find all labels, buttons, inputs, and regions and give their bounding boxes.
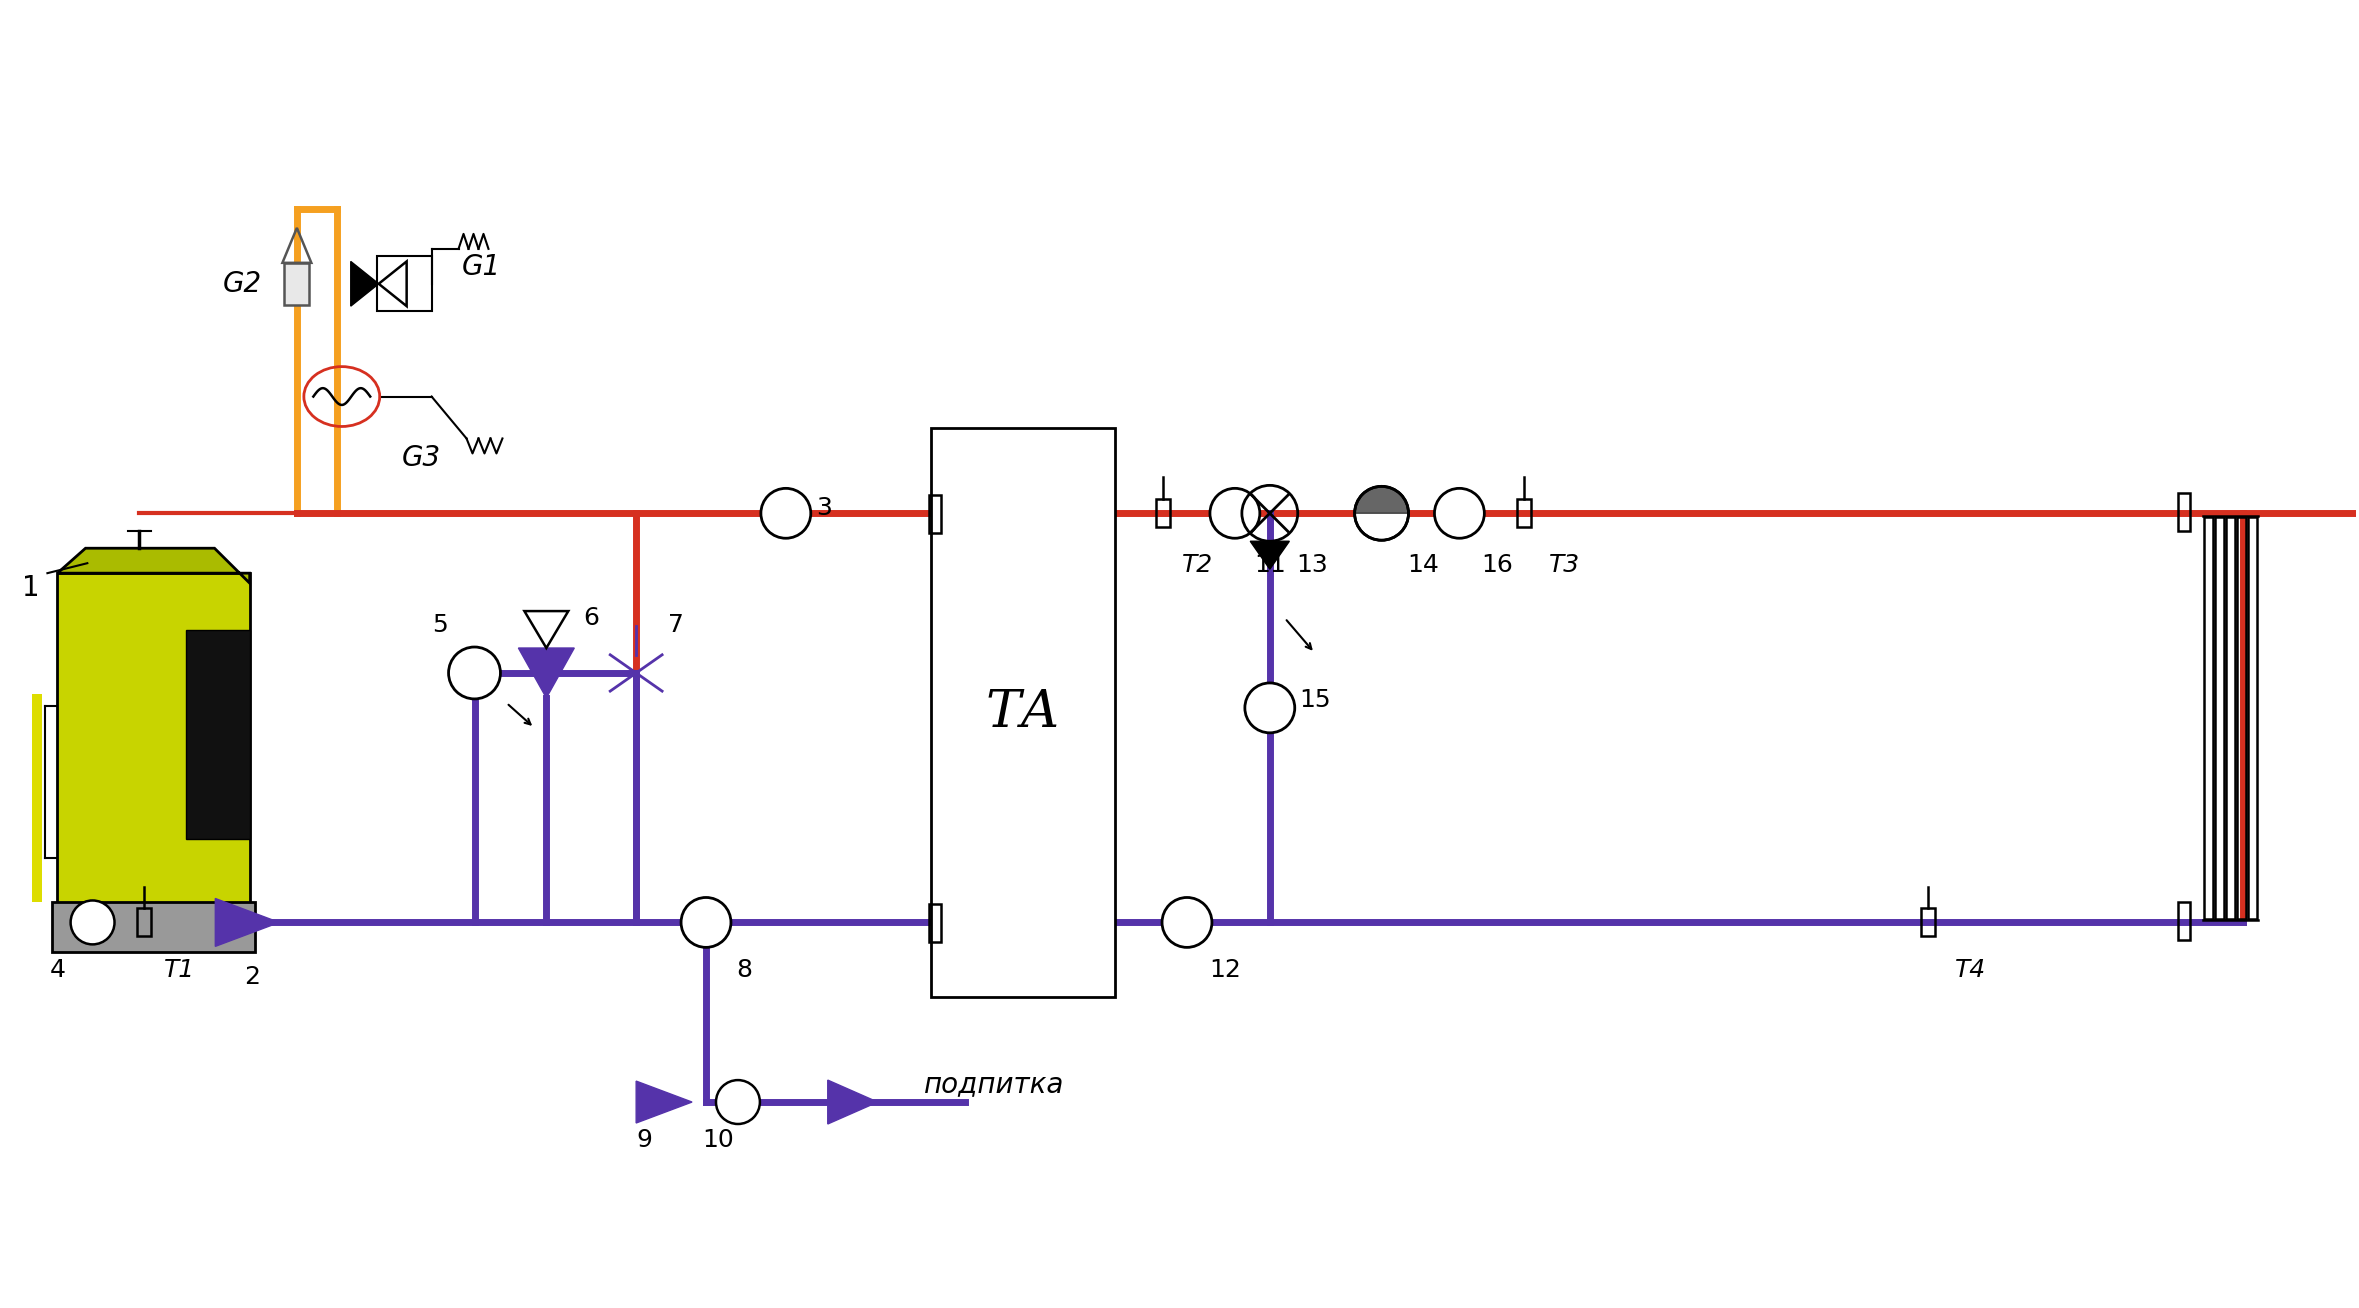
Text: G3: G3 bbox=[401, 445, 441, 472]
Polygon shape bbox=[1250, 542, 1290, 569]
Circle shape bbox=[1163, 897, 1213, 947]
Circle shape bbox=[1354, 487, 1408, 540]
Circle shape bbox=[682, 897, 731, 947]
Bar bbox=[1923, 909, 1934, 937]
Bar bbox=[929, 429, 1116, 997]
Text: 15: 15 bbox=[1300, 688, 1330, 712]
Bar bbox=[2227, 517, 2234, 920]
Text: подпитка: подпитка bbox=[922, 1070, 1064, 1099]
Bar bbox=[137, 909, 151, 937]
Text: ТА: ТА bbox=[986, 688, 1062, 739]
Text: 3: 3 bbox=[816, 496, 833, 521]
Bar bbox=[33, 695, 42, 903]
Circle shape bbox=[717, 1080, 760, 1124]
Polygon shape bbox=[215, 899, 278, 947]
Polygon shape bbox=[519, 647, 573, 698]
Bar bbox=[57, 573, 250, 908]
Text: T1: T1 bbox=[163, 959, 196, 982]
Text: 8: 8 bbox=[736, 959, 753, 982]
Bar bbox=[52, 903, 255, 952]
Text: 9: 9 bbox=[637, 1127, 651, 1152]
Bar bbox=[2215, 517, 2225, 920]
Text: 1: 1 bbox=[21, 574, 40, 602]
Polygon shape bbox=[828, 1080, 878, 1124]
Circle shape bbox=[448, 647, 500, 698]
Text: T2: T2 bbox=[1182, 553, 1213, 577]
Text: G2: G2 bbox=[222, 269, 262, 298]
Bar bbox=[186, 630, 250, 838]
Bar bbox=[285, 263, 309, 305]
Bar bbox=[2248, 517, 2258, 920]
Text: 5: 5 bbox=[432, 613, 448, 637]
Text: 10: 10 bbox=[703, 1127, 734, 1152]
Circle shape bbox=[1210, 488, 1260, 539]
Bar bbox=[2177, 493, 2189, 531]
Bar bbox=[1156, 500, 1170, 527]
Bar bbox=[929, 904, 941, 942]
Text: 13: 13 bbox=[1295, 553, 1328, 577]
Text: 4: 4 bbox=[50, 959, 66, 982]
Bar bbox=[929, 496, 941, 534]
Text: 12: 12 bbox=[1208, 959, 1241, 982]
Text: G1: G1 bbox=[462, 252, 500, 281]
Text: 2: 2 bbox=[245, 965, 259, 989]
Bar bbox=[377, 256, 432, 311]
Circle shape bbox=[1434, 488, 1484, 539]
Text: 16: 16 bbox=[1481, 553, 1512, 577]
Bar bbox=[2236, 517, 2246, 920]
Text: 7: 7 bbox=[668, 613, 684, 637]
Text: 11: 11 bbox=[1255, 553, 1286, 577]
Text: T4: T4 bbox=[1956, 959, 1986, 982]
Circle shape bbox=[762, 488, 811, 539]
Text: 14: 14 bbox=[1408, 553, 1439, 577]
Bar bbox=[2203, 517, 2213, 920]
Polygon shape bbox=[637, 1082, 691, 1124]
Polygon shape bbox=[1354, 487, 1408, 513]
Circle shape bbox=[71, 900, 116, 944]
Text: T3: T3 bbox=[1548, 553, 1581, 577]
Polygon shape bbox=[57, 548, 250, 583]
Circle shape bbox=[1246, 683, 1295, 732]
Bar bbox=[1517, 500, 1531, 527]
Polygon shape bbox=[351, 262, 380, 306]
Bar bbox=[2177, 903, 2189, 940]
Text: 6: 6 bbox=[583, 606, 599, 630]
